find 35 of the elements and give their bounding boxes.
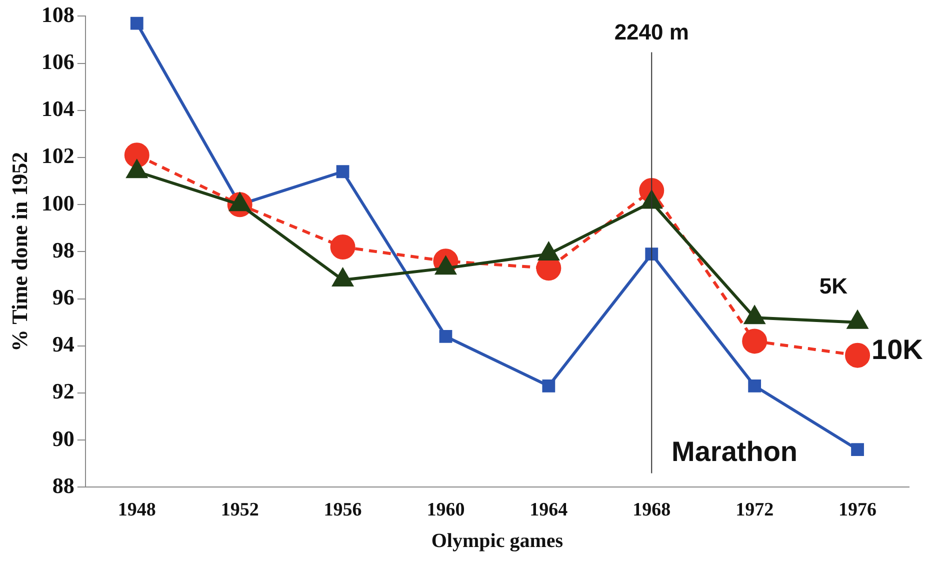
x-tick-label: 1960	[426, 500, 465, 521]
x-tick-label: 1956	[324, 500, 362, 521]
series-label: Marathon	[672, 436, 798, 468]
y-tick-label: 106	[41, 48, 74, 74]
series-label: 5K	[819, 273, 848, 298]
x-tick-label: 1972	[736, 500, 774, 521]
y-axis-title: % Time done in 1952	[6, 152, 32, 352]
point	[851, 443, 864, 456]
series-label: 10K	[872, 334, 923, 366]
y-tick-label: 96	[52, 284, 74, 310]
y-tick-label: 94	[52, 332, 74, 357]
y-tick-label: 100	[41, 190, 74, 216]
y-tick-label: 90	[52, 426, 74, 451]
point	[748, 379, 762, 392]
x-tick-label: 1976	[838, 500, 877, 521]
point	[742, 328, 768, 354]
point	[542, 379, 556, 392]
y-tick-label: 108	[41, 2, 74, 27]
y-tick-label: 92	[52, 378, 74, 404]
x-tick-label: 1948	[118, 500, 156, 521]
point	[439, 330, 452, 343]
ref-line-label: 2240 m	[614, 19, 689, 44]
x-axis-title: Olympic games	[431, 530, 564, 552]
point	[845, 342, 870, 368]
x-tick-label: 1964	[530, 500, 568, 521]
x-tick-label: 1968	[632, 500, 671, 521]
point	[124, 142, 150, 168]
point	[130, 16, 144, 30]
point	[330, 234, 356, 260]
y-tick-label: 102	[41, 143, 74, 168]
y-tick-label: 104	[41, 96, 74, 122]
y-tick-label: 88	[52, 472, 74, 498]
point	[336, 165, 350, 178]
y-tick-label: 98	[52, 237, 74, 262]
x-tick-label: 1952	[220, 500, 259, 521]
